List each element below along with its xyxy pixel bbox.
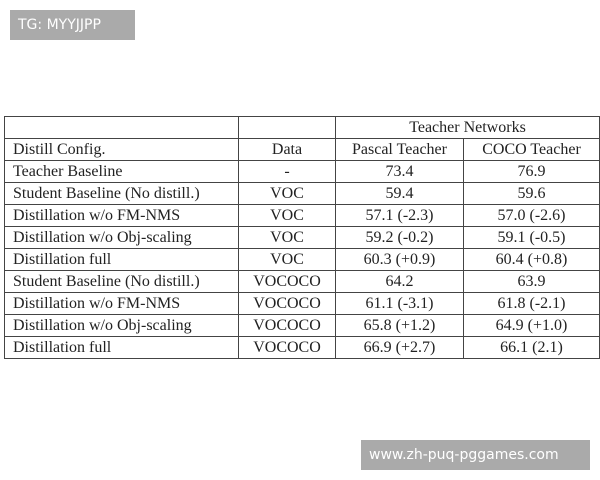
table-row: Distillation w/o FM-NMS VOC 57.1 (-2.3) 57.… <box>4 204 600 227</box>
table-row: Distillation w/o Obj-scaling VOC 59.2 (-0.… <box>4 226 600 249</box>
config-cell: Teacher Baseline <box>4 160 239 183</box>
pascal-cell: 61.1 (-3.1) <box>335 292 464 315</box>
data-cell: VOCOCO <box>238 292 336 315</box>
empty-cell <box>238 116 336 139</box>
config-cell: Distillation w/o Obj-scaling <box>4 314 239 337</box>
table-row: Student Baseline (No distill.) VOC 59.4 59.… <box>4 182 600 205</box>
header-data: Data <box>238 138 336 161</box>
coco-cell: 76.9 <box>463 160 600 183</box>
header-distill-config: Distill Config. <box>4 138 239 161</box>
coco-cell: 61.8 (-2.1) <box>463 292 600 315</box>
coco-cell: 59.1 (-0.5) <box>463 226 600 249</box>
config-cell: Distillation full <box>4 248 239 271</box>
coco-cell: 64.9 (+1.0) <box>463 314 600 337</box>
data-cell: VOCOCO <box>238 336 336 359</box>
teacher-networks-header: Teacher Networks <box>335 116 600 139</box>
pascal-cell: 66.9 (+2.7) <box>335 336 464 359</box>
config-cell: Distillation w/o Obj-scaling <box>4 226 239 249</box>
pascal-cell: 57.1 (-2.3) <box>335 204 464 227</box>
table-row: Distillation w/o Obj-scaling VOCOCO 65.8 (… <box>4 314 600 337</box>
table-row: Distillation full VOCOCO 66.9 (+2.7) 66.1 (… <box>4 336 600 359</box>
config-cell: Student Baseline (No distill.) <box>4 182 239 205</box>
watermark-top-left: TG: MYYJJPP <box>10 10 135 40</box>
config-cell: Student Baseline (No distill.) <box>4 270 239 293</box>
coco-cell: 63.9 <box>463 270 600 293</box>
pascal-cell: 73.4 <box>335 160 464 183</box>
pascal-cell: 64.2 <box>335 270 464 293</box>
config-cell: Distillation full <box>4 336 239 359</box>
coco-cell: 59.6 <box>463 182 600 205</box>
coco-cell: 66.1 (2.1) <box>463 336 600 359</box>
table-row: Distillation w/o FM-NMS VOCOCO 61.1 (-3.1)… <box>4 292 600 315</box>
coco-cell: 57.0 (-2.6) <box>463 204 600 227</box>
data-cell: VOCOCO <box>238 314 336 337</box>
data-cell: VOCOCO <box>238 270 336 293</box>
header-pascal-teacher: Pascal Teacher <box>335 138 464 161</box>
table-row: Distillation full VOC 60.3 (+0.9) 60.4 (+0.… <box>4 248 600 271</box>
data-cell: VOC <box>238 226 336 249</box>
pascal-cell: 59.4 <box>335 182 464 205</box>
table-row: Student Baseline (No distill.) VOCOCO 64.2… <box>4 270 600 293</box>
header-row: Distill Config. Data Pascal Teacher COCO… <box>4 138 600 161</box>
table-row: Teacher Baseline -73.4 76.9 <box>4 160 600 183</box>
config-cell: Distillation w/o FM-NMS <box>4 292 239 315</box>
data-cell: VOC <box>238 204 336 227</box>
watermark-bottom-right: www.zh-puq-pggames.com <box>361 440 590 470</box>
config-cell: Distillation w/o FM-NMS <box>4 204 239 227</box>
pascal-cell: 59.2 (-0.2) <box>335 226 464 249</box>
pascal-cell: 60.3 (+0.9) <box>335 248 464 271</box>
header-coco-teacher: COCO Teacher <box>463 138 600 161</box>
pascal-cell: 65.8 (+1.2) <box>335 314 464 337</box>
group-header-row: Teacher Networks <box>4 116 600 139</box>
data-cell: - <box>238 160 336 183</box>
data-cell: VOC <box>238 182 336 205</box>
coco-cell: 60.4 (+0.8) <box>463 248 600 271</box>
results-table: Teacher Networks Distill Config. Data Pa… <box>4 116 600 359</box>
data-cell: VOC <box>238 248 336 271</box>
empty-cell <box>4 116 239 139</box>
